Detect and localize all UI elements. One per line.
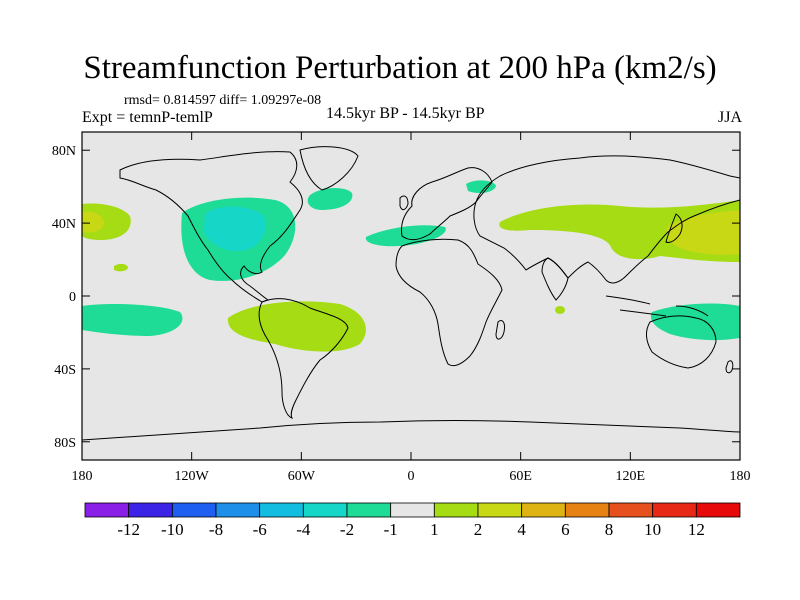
colorbar-label: 8 <box>605 520 614 539</box>
colorbar-label: -10 <box>161 520 184 539</box>
colorbar-label: 10 <box>644 520 661 539</box>
coastlines <box>82 146 740 441</box>
contour-east-pacific <box>82 304 183 336</box>
lat-tick-label: 40N <box>52 217 76 232</box>
lat-tick-label: 80S <box>54 436 76 451</box>
contour-na-inner <box>204 206 267 252</box>
coast-south-america <box>258 298 349 419</box>
season-label: JJA <box>717 109 742 126</box>
lon-tick-label: 180 <box>730 469 751 484</box>
lat-tick-label: 0 <box>69 290 76 305</box>
axis-labels: 80N 40N 0 40S 80S 180 120W 60W 0 60E 120E 180 <box>52 144 751 484</box>
colorbar-swatch <box>564 502 610 518</box>
colorbar-label: 6 <box>561 520 570 539</box>
colorbar-label: 2 <box>474 520 483 539</box>
colorbar-swatch <box>84 502 130 518</box>
colorbar-swatch <box>302 502 348 518</box>
colorbar-swatch <box>390 502 435 518</box>
lat-tick-label: 40S <box>54 363 76 378</box>
colorbar-swatch <box>695 502 741 518</box>
lon-tick-label: 180 <box>72 469 93 484</box>
colorbar: -12 -10 -8 -6 -4 -2 -1 1 2 4 6 8 10 12 <box>84 502 741 539</box>
colorbar-label: -1 <box>384 520 398 539</box>
coast-japan <box>665 213 683 243</box>
contour-hawaii <box>114 263 128 272</box>
colorbar-label: -2 <box>340 520 354 539</box>
coast-asia <box>473 155 740 284</box>
colorbar-swatch <box>652 502 697 518</box>
colorbar-swatch <box>608 502 654 518</box>
colorbar-swatch <box>215 502 261 518</box>
colorbar-swatch <box>128 502 173 518</box>
colorbar-label: -6 <box>253 520 267 539</box>
lon-tick-label: 60E <box>509 469 532 484</box>
colorbar-swatch <box>171 502 217 518</box>
contour-west-pacific <box>650 303 740 341</box>
experiment-label: Expt = temnP-temlP <box>82 109 213 126</box>
lon-tick-label: 120W <box>175 469 210 484</box>
stats-text: rmsd= 0.814597 diff= 1.09297e-08 <box>124 93 322 108</box>
colorbar-swatch <box>477 502 523 518</box>
colorbar-label: -8 <box>209 520 223 539</box>
axis-ticks <box>81 132 741 460</box>
coast-greenland <box>299 146 359 191</box>
colorbar-swatch <box>346 502 392 518</box>
coast-new-zealand <box>725 360 734 374</box>
colorbar-swatch <box>433 502 479 518</box>
contour-fills <box>82 180 740 352</box>
colorbar-swatch <box>259 502 304 518</box>
coast-antarctica <box>82 420 740 441</box>
colorbar-label: 1 <box>430 520 439 539</box>
lon-tick-label: 60W <box>288 469 316 484</box>
colorbar-label: 12 <box>688 520 705 539</box>
contour-mediterranean <box>365 225 446 247</box>
lat-tick-label: 80N <box>52 144 76 159</box>
contour-scandinavia <box>466 180 496 194</box>
coast-north-america <box>119 151 303 303</box>
colorbar-label: -12 <box>117 520 140 539</box>
coast-uk <box>399 195 409 211</box>
coast-madagascar <box>495 319 505 340</box>
map-background <box>82 132 740 460</box>
colorbar-swatch <box>521 502 566 518</box>
lon-tick-label: 0 <box>408 469 415 484</box>
coast-australia <box>645 315 717 369</box>
coast-africa <box>395 238 503 367</box>
period-label: 14.5kyr BP - 14.5kyr BP <box>326 105 485 122</box>
lon-tick-label: 120E <box>616 469 646 484</box>
contour-south-america <box>227 301 366 352</box>
contour-dateline-west-inner <box>82 211 104 233</box>
coast-india <box>541 257 569 301</box>
coast-indonesia <box>605 295 709 317</box>
contour-north-atlantic <box>307 187 353 210</box>
plot-title: Streamfunction Perturbation at 200 hPa (… <box>83 50 717 86</box>
contour-indian-ocean <box>555 306 565 314</box>
colorbar-label: 4 <box>517 520 526 539</box>
colorbar-label: -4 <box>296 520 311 539</box>
contour-nw-pacific-high <box>666 210 740 255</box>
